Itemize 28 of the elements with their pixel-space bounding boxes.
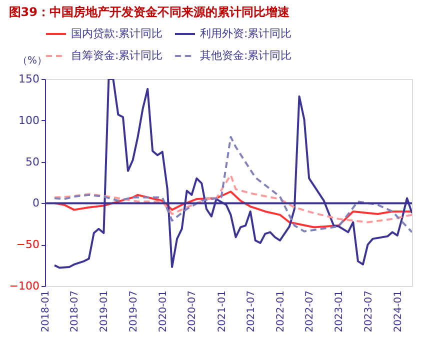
y-tick-label: 50 [26, 155, 40, 168]
y-axis-title: （%） [18, 56, 48, 66]
x-tick-label: 2018-07 [70, 290, 81, 332]
y-tick-label: −50 [16, 238, 40, 252]
x-tick-label: 2023-01 [334, 290, 346, 332]
y-tick-label: 0 [32, 196, 40, 210]
x-tick-label: 2020-07 [187, 290, 198, 332]
x-tick-label: 2023-07 [363, 290, 374, 332]
y-tick-label: 100 [18, 114, 40, 127]
x-tick-label: 2022-01 [275, 290, 286, 332]
x-tick-label: 2021-07 [246, 290, 257, 332]
x-tick-label: 2021-01 [216, 290, 228, 332]
legend-label: 利用外资:累计同比 [200, 27, 292, 40]
chart-title: 图39：中国房地产开发资金不同来源的累计同比增速 [8, 5, 290, 19]
legend-label: 国内贷款:累计同比 [71, 27, 163, 40]
x-tick-label: 2019-07 [128, 290, 140, 332]
legend-label: 其他资金:累计同比 [200, 49, 292, 62]
x-tick-label: 2020-01 [158, 290, 169, 332]
legend-label: 自筹资金:累计同比 [71, 49, 163, 62]
x-tick-label: 2022-07 [304, 290, 316, 332]
line-series [53, 174, 412, 224]
x-tick-label: 2024-01 [392, 290, 404, 332]
x-tick-label: 2019-01 [99, 290, 110, 332]
x-tick-label: 2018-01 [40, 290, 52, 332]
y-tick-label: 150 [18, 72, 40, 86]
y-tick-label: −100 [9, 280, 40, 292]
line-series [53, 190, 412, 228]
line-series [53, 136, 412, 234]
